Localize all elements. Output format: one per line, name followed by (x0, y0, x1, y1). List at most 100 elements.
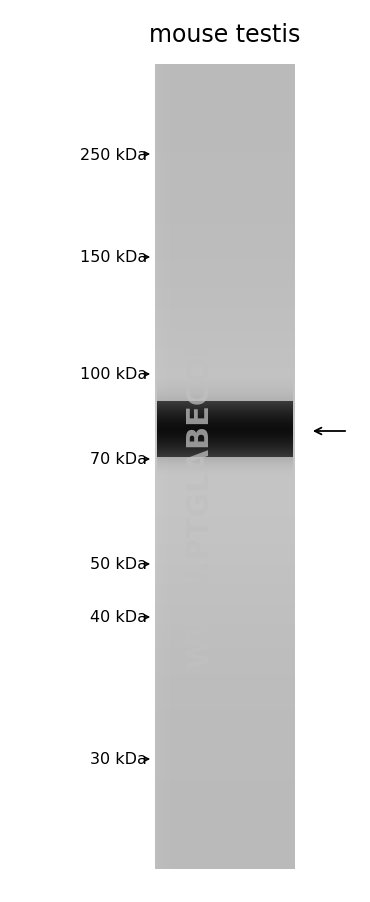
Bar (155, 834, 295, 835)
Bar (155, 194, 295, 195)
Bar (155, 430, 295, 431)
Bar (155, 375, 295, 376)
Bar (157, 463, 293, 464)
Bar (155, 816, 295, 817)
Bar (155, 713, 295, 714)
Bar (155, 625, 295, 626)
Bar (155, 374, 295, 375)
Bar (155, 199, 295, 201)
Bar (155, 691, 295, 692)
Bar (155, 189, 295, 191)
Bar (155, 326, 295, 327)
Bar (155, 285, 295, 286)
Bar (155, 864, 295, 865)
Bar (155, 71, 295, 72)
Bar (157, 385, 293, 387)
Bar (155, 75, 295, 76)
Bar (155, 557, 295, 558)
Bar (155, 610, 295, 611)
Bar (155, 364, 295, 365)
Bar (155, 865, 295, 866)
Bar (155, 738, 295, 739)
Bar (155, 91, 295, 92)
Bar (155, 206, 295, 207)
Bar (155, 341, 295, 342)
Bar (155, 809, 295, 810)
Bar (155, 152, 295, 154)
Bar (155, 608, 295, 610)
Text: 50 kDa: 50 kDa (90, 557, 147, 572)
Bar (155, 149, 295, 150)
Bar (157, 65, 158, 869)
Bar (155, 373, 295, 374)
Bar (155, 593, 295, 594)
Bar (155, 356, 295, 357)
Bar (157, 471, 293, 472)
Bar (155, 171, 295, 173)
Bar (155, 92, 295, 93)
Bar (155, 343, 295, 344)
Bar (155, 378, 295, 379)
Bar (155, 420, 295, 421)
Bar (155, 679, 295, 680)
Bar (155, 476, 295, 477)
Bar (157, 376, 293, 378)
Bar (155, 728, 295, 729)
Bar (155, 618, 295, 620)
Bar (155, 524, 295, 526)
Bar (155, 635, 295, 636)
Bar (172, 65, 173, 869)
Bar (155, 849, 295, 850)
Bar (155, 369, 295, 370)
Bar (155, 499, 295, 500)
Bar (155, 664, 295, 666)
Bar (155, 517, 295, 518)
Bar (174, 65, 175, 869)
Bar (155, 247, 295, 248)
Bar (155, 443, 295, 444)
Bar (155, 518, 295, 519)
Bar (155, 221, 295, 222)
Bar (155, 347, 295, 348)
Bar (155, 522, 295, 523)
Bar (155, 569, 295, 570)
Bar (155, 571, 295, 573)
Bar (155, 121, 295, 122)
Bar (157, 458, 293, 459)
Bar (155, 556, 295, 557)
Bar (155, 252, 295, 253)
Bar (155, 333, 295, 334)
Bar (155, 832, 295, 833)
Bar (155, 857, 295, 858)
Bar (155, 778, 295, 779)
Bar (155, 613, 295, 614)
Bar (155, 301, 295, 303)
Bar (155, 824, 295, 825)
Bar (155, 238, 295, 239)
Bar (155, 792, 295, 793)
Bar (155, 447, 295, 448)
Bar (155, 759, 295, 760)
Bar (155, 717, 295, 718)
Bar (155, 866, 295, 867)
Bar (155, 415, 295, 416)
Bar (155, 210, 295, 211)
Bar (155, 745, 295, 746)
Bar (155, 202, 295, 203)
Bar (155, 776, 295, 778)
Bar (155, 551, 295, 552)
Bar (157, 459, 293, 461)
Bar (155, 174, 295, 175)
Bar (157, 378, 293, 379)
Bar (155, 577, 295, 578)
Bar (155, 345, 295, 346)
Bar (155, 747, 295, 748)
Bar (155, 336, 295, 337)
Bar (155, 440, 295, 441)
Bar (155, 791, 295, 792)
Bar (155, 303, 295, 304)
Bar (157, 399, 293, 400)
Bar (155, 643, 295, 644)
Bar (157, 445, 293, 446)
Bar (178, 65, 179, 869)
